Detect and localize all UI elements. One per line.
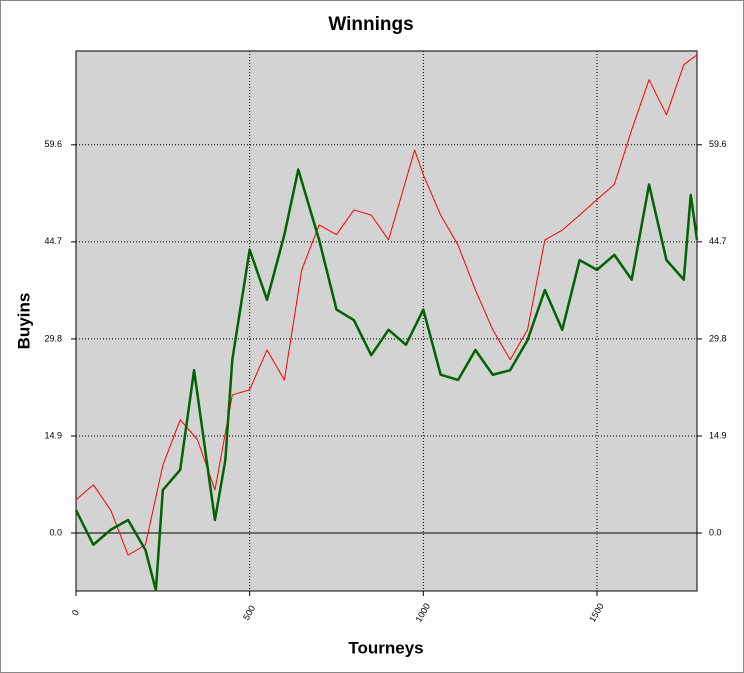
y2-tick-label: 44.7 [709,236,727,246]
y2-tick-label: 14.9 [709,430,727,440]
y2-tick-label: 29.8 [709,333,727,343]
x-axis-title: Tourneys [348,638,423,657]
series-line [75,54,698,556]
chart-title: Winnings [328,14,413,35]
y-tick-label: 29.8 [44,333,62,343]
y2-tick-label: 0.0 [709,527,722,537]
y-tick-label: 0.0 [49,527,62,537]
y-axis-title: Buyins [14,293,33,350]
y-tick-label: 59.6 [44,139,62,149]
plot-area [75,50,698,592]
series-line [74,168,699,592]
y-tick-label: 14.9 [44,430,62,440]
y-tick-label: 44.7 [44,236,62,246]
x-tick-label: 0 [70,608,81,617]
y2-tick-label: 59.6 [709,139,727,149]
